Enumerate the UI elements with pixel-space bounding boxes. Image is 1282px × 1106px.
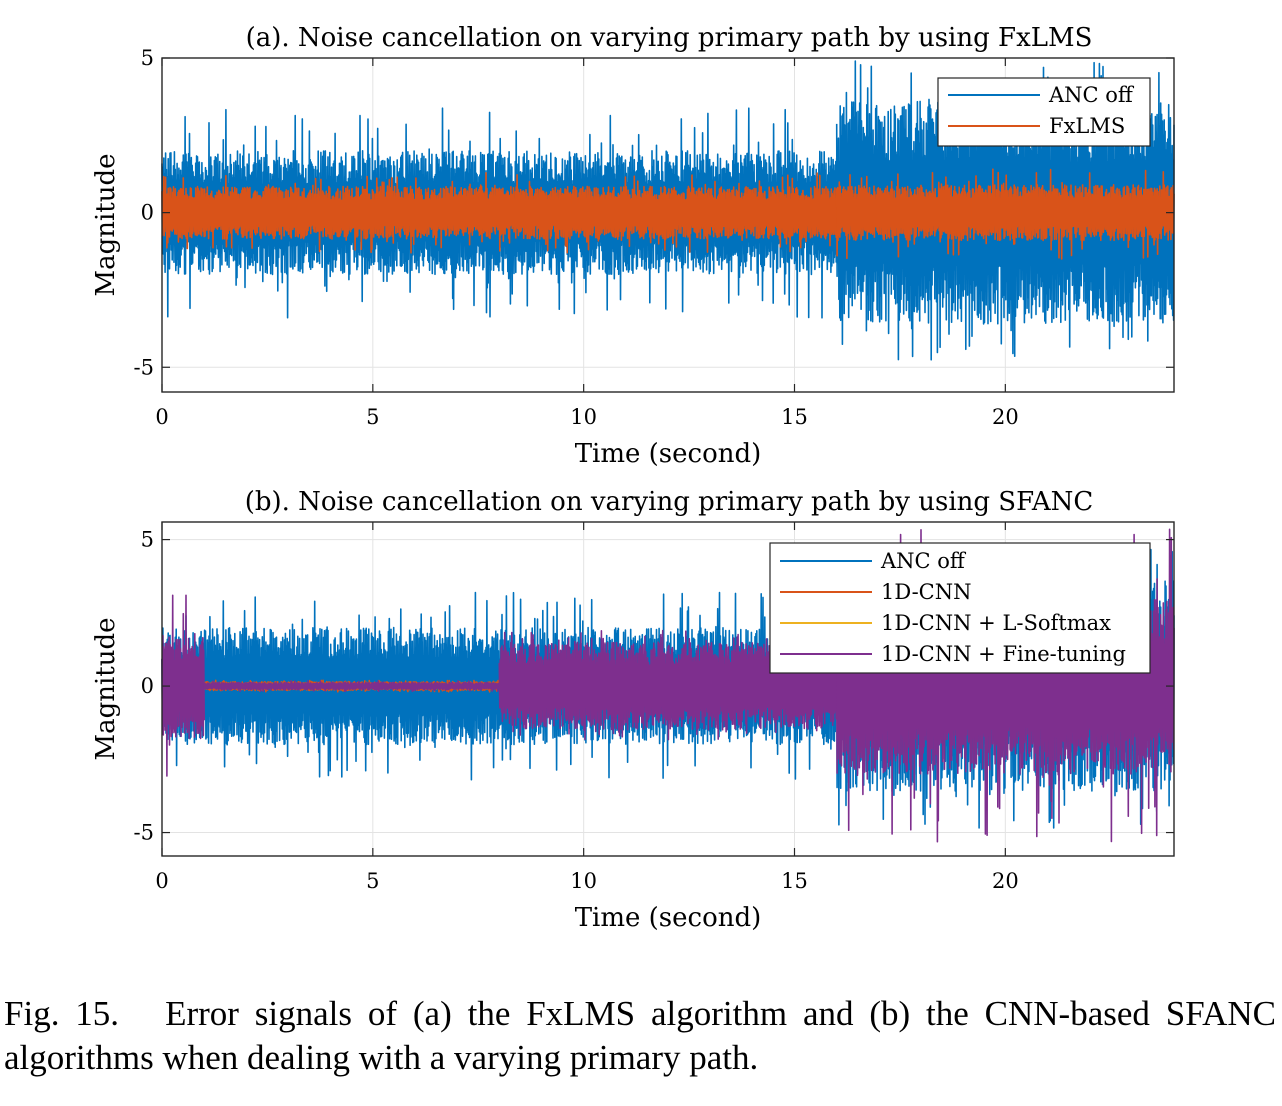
panel-a-ytick-label-5: 5: [141, 46, 154, 70]
panel-a-series-fxlms-segment-0: [161, 172, 838, 254]
panel-a-ytick-label-0: 0: [141, 201, 154, 225]
panel-b-xtick-label-10: 10: [570, 869, 597, 893]
panel-b-ytick-label-0: 0: [141, 674, 154, 698]
panel-a-legend-box: [937, 77, 1151, 147]
panel-a-ytick-label--5: -5: [134, 355, 154, 379]
panel-b: (b). Noise cancellation on varying prima…: [91, 487, 1175, 933]
panel-a-xlabel: Time (second): [575, 439, 762, 469]
panel-a-xtick-label-15: 15: [781, 405, 808, 429]
panel-b-axes-box: [161, 521, 1175, 857]
panel-a-ylabel: Magnitude: [91, 153, 121, 296]
panel-b-xtick-label-5: 5: [366, 869, 379, 893]
panel-b-series-1d-cnn-fine-tuning-segment-2: [498, 629, 838, 741]
panel-b-legend-box: [769, 542, 1151, 674]
panel-b-title: (b). Noise cancellation on varying prima…: [245, 487, 1094, 517]
panel-a-title: (a). Noise cancellation on varying prima…: [246, 23, 1093, 53]
panel-a-xtick-label-0: 0: [155, 405, 168, 429]
panel-b-xtick-label-0: 0: [155, 869, 168, 893]
panel-b-xtick-label-15: 15: [781, 869, 808, 893]
panel-a-legend: ANC off FxLMS: [937, 77, 1151, 147]
panel-a-series-fxlms-segment-1: [835, 168, 1175, 260]
panel-a: (a). Noise cancellation on varying prima…: [91, 23, 1175, 469]
panel-a-legend-label-fxlms: FxLMS: [1049, 114, 1125, 138]
panel-b-legend-label-l-softmax: 1D-CNN + L-Softmax: [881, 611, 1111, 635]
panel-a-xtick-label-20: 20: [992, 405, 1019, 429]
panel-a-legend-label-anc-off: ANC off: [1048, 83, 1135, 107]
figure-caption: Fig. 15. Error signals of (a) the FxLMS a…: [4, 992, 1276, 1080]
panel-b-ytick-label--5: -5: [134, 821, 154, 845]
panel-b-legend-label-anc-off: ANC off: [880, 549, 967, 573]
panel-b-xlabel: Time (second): [575, 903, 762, 933]
panel-b-xtick-label-20: 20: [992, 869, 1019, 893]
panel-a-xtick-label-5: 5: [366, 405, 379, 429]
panel-a-xtick-label-10: 10: [570, 405, 597, 429]
caption-text: Error signals of (a) the FxLMS algorithm…: [4, 994, 1276, 1077]
panel-b-legend-label-1d-cnn: 1D-CNN: [881, 580, 972, 604]
panel-b-ylabel: Magnitude: [91, 617, 121, 760]
panel-a-axes-box: [161, 57, 1175, 393]
figure-number: Fig. 15.: [4, 994, 120, 1033]
panel-a-ticks: 0 5 10 15 20 5 0 -5: [134, 46, 1174, 429]
panel-b-ytick-label-5: 5: [141, 528, 154, 552]
panel-b-legend-label-fine-tuning: 1D-CNN + Fine-tuning: [881, 642, 1126, 666]
panel-b-series-1d-cnn-fine-tuning-segment-0: [161, 594, 205, 777]
panel-b-legend: ANC off 1D-CNN 1D-CNN + L-Softmax 1D-CNN…: [769, 542, 1151, 674]
panel-b-series-1d-cnn-fine-tuning-segment-1: [203, 680, 501, 693]
figure: (a). Noise cancellation on varying prima…: [91, 23, 1175, 933]
